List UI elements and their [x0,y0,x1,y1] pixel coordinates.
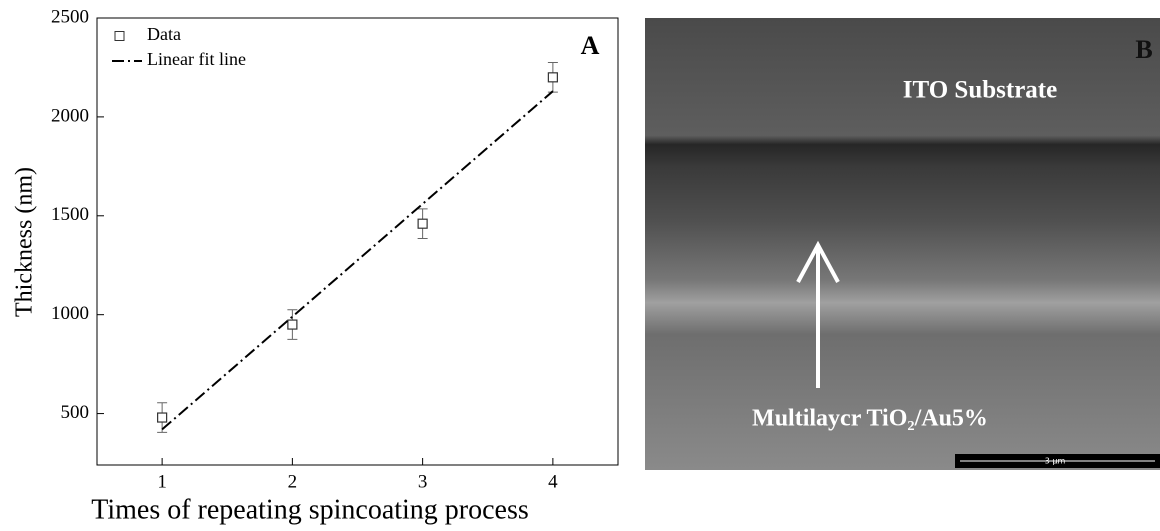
x-tick-label: 2 [288,471,298,492]
substrate-label: ITO Substrate [903,77,1057,104]
data-point [157,412,168,423]
legend-label: Linear fit line [147,49,246,69]
y-tick-label: 500 [61,402,90,423]
y-tick-label: 2500 [51,6,89,27]
panel-label: B [1135,35,1152,64]
data-point [287,319,298,330]
x-tick-label: 3 [418,471,428,492]
sem-image [645,18,1160,470]
x-axis-title: Times of repeating spincoating process [91,494,529,525]
x-tick-label: 4 [548,471,558,492]
legend-label: Data [147,24,181,44]
arrow-head [796,240,840,283]
data-point [547,72,558,83]
y-tick-label: 1000 [51,303,89,324]
plot-frame [96,17,619,466]
x-tick-label: 1 [157,471,167,492]
panel-label: A [581,31,600,60]
y-axis-title: Thickness (nm) [12,167,38,317]
data-point [417,218,428,229]
fit-line [161,90,554,431]
chart-panel: A Times of repeating spincoating process… [12,6,619,525]
y-tick-label: 2000 [51,105,89,126]
sem-image-panel: ITO Substrate B Multilaycr TiO₂/Au5% 3 μ… [645,18,1160,470]
scale-bar-label: 3 μm [1045,457,1066,466]
layer-label: Multilaycr TiO₂/Au5% [752,406,988,432]
y-tick-label: 1500 [51,204,89,225]
legend-marker [114,31,125,41]
